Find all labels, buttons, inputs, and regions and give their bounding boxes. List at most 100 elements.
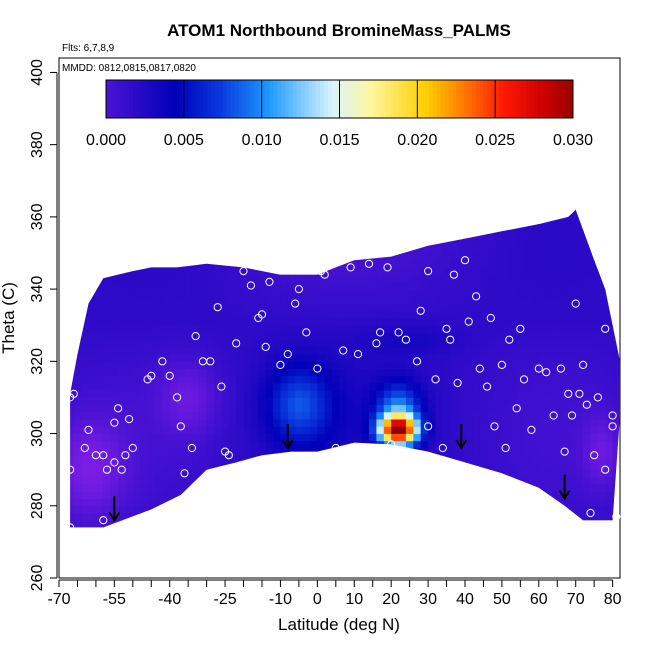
heat-cell <box>73 260 82 268</box>
heat-cell <box>309 238 318 247</box>
heat-cell <box>95 448 104 456</box>
heat-cell <box>199 383 208 391</box>
heat-cell <box>162 245 171 254</box>
heat-cell <box>177 361 185 369</box>
heat-cell <box>442 281 451 290</box>
heat-cell <box>376 513 385 521</box>
heat-cell <box>206 346 215 355</box>
heat-cell <box>59 462 67 470</box>
heat-cell <box>538 484 547 492</box>
heat-cell <box>361 390 370 398</box>
heat-cell <box>583 332 591 341</box>
heat-cell <box>361 440 370 449</box>
heat-cell <box>221 419 230 427</box>
heat-cell <box>169 404 178 413</box>
heat-cell <box>346 375 355 384</box>
heat-cell <box>287 303 296 312</box>
heat-cell <box>191 433 200 442</box>
heat-cell <box>383 318 392 326</box>
heat-cell <box>81 535 89 543</box>
heat-cell <box>132 375 141 384</box>
heat-cell <box>184 209 193 218</box>
heat-cell <box>236 318 244 326</box>
heat-cell <box>95 209 104 211</box>
colorbar-swatch <box>261 80 267 118</box>
heat-cell <box>354 390 363 398</box>
heat-cell <box>95 267 104 276</box>
heat-cell <box>568 368 577 377</box>
heat-cell <box>88 390 97 398</box>
heat-cell <box>590 505 599 514</box>
heat-cell <box>472 426 481 434</box>
heat-cell <box>442 209 451 218</box>
heat-cell <box>560 361 569 369</box>
data-point <box>99 516 108 525</box>
heat-cell <box>590 375 599 384</box>
heat-cell <box>376 520 385 528</box>
heat-cell <box>214 209 222 211</box>
heat-cell <box>96 527 104 535</box>
heat-cell <box>487 289 495 297</box>
heat-cell <box>70 440 75 449</box>
heat-cell <box>118 484 126 492</box>
x-tick-label: 40 <box>456 591 474 608</box>
heat-cell <box>479 318 488 326</box>
heat-cell <box>133 535 141 543</box>
heat-cell <box>70 448 75 456</box>
heat-cell <box>317 383 326 391</box>
heat-cell <box>147 448 156 456</box>
heat-cell <box>214 455 222 463</box>
heat-cell <box>154 404 163 413</box>
colorbar-swatch <box>257 80 263 118</box>
heat-cell <box>398 231 407 239</box>
heat-cell <box>435 505 444 514</box>
heat-cell <box>383 411 392 420</box>
heat-cell <box>524 433 532 442</box>
heat-cell <box>81 238 89 247</box>
heat-cell <box>250 390 259 398</box>
heat-cell <box>280 245 289 254</box>
data-point <box>416 306 425 315</box>
heat-cell <box>73 433 82 442</box>
heat-cell <box>524 274 532 283</box>
data-point <box>180 469 189 478</box>
heat-cell <box>265 397 274 406</box>
data-point <box>571 299 580 308</box>
heat-cell <box>464 426 473 434</box>
heat-cell <box>236 404 244 413</box>
heat-cell <box>317 462 326 471</box>
heat-cell <box>509 209 518 211</box>
heat-cell <box>405 325 414 333</box>
heat-cell <box>501 245 510 254</box>
heat-cell <box>140 361 148 369</box>
heat-cell <box>280 426 289 434</box>
heat-cell <box>339 310 348 319</box>
heat-cell <box>191 397 200 406</box>
heat-cell <box>206 209 215 218</box>
heat-cell <box>553 469 562 478</box>
heat-cell <box>398 520 407 528</box>
heat-cell <box>531 310 540 319</box>
heat-cell <box>132 253 141 261</box>
heat-cell <box>236 310 244 319</box>
heat-cell <box>568 535 576 543</box>
heat-cell <box>214 318 222 326</box>
heat-cell <box>287 354 296 362</box>
heat-cell <box>140 303 148 312</box>
heat-cell <box>575 520 584 528</box>
heat-cell <box>295 535 303 543</box>
heat-cell <box>273 332 281 341</box>
heat-cell <box>236 440 244 449</box>
heat-cell <box>612 397 621 406</box>
x-tick-label: 10 <box>345 591 363 608</box>
heat-cell <box>398 303 407 312</box>
heat-cell <box>339 238 348 247</box>
heat-cell <box>346 426 355 434</box>
heat-cell <box>538 310 547 319</box>
heat-cell <box>221 339 230 348</box>
heat-cell <box>597 260 606 268</box>
heat-cell <box>501 476 510 485</box>
heat-cell <box>435 209 444 211</box>
heat-cell <box>346 310 355 319</box>
heat-cell <box>258 361 267 369</box>
